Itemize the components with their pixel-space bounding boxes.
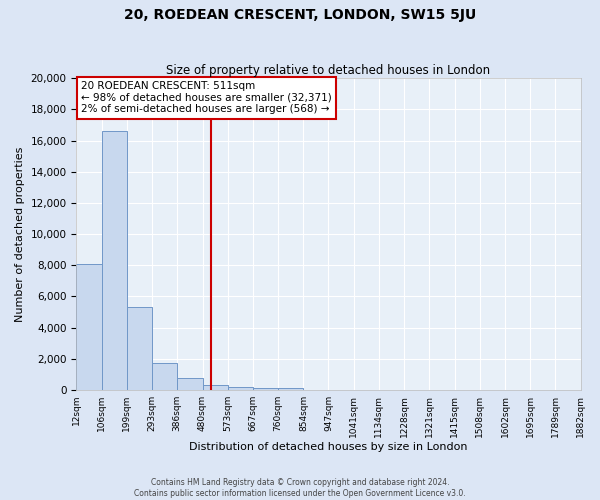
Text: 20, ROEDEAN CRESCENT, LONDON, SW15 5JU: 20, ROEDEAN CRESCENT, LONDON, SW15 5JU bbox=[124, 8, 476, 22]
Bar bbox=[203, 386, 227, 390]
Bar bbox=[127, 308, 152, 390]
Title: Size of property relative to detached houses in London: Size of property relative to detached ho… bbox=[166, 64, 491, 77]
Bar bbox=[152, 362, 177, 390]
Bar bbox=[76, 264, 102, 390]
Y-axis label: Number of detached properties: Number of detached properties bbox=[15, 146, 25, 322]
Bar bbox=[227, 387, 253, 390]
Text: 20 ROEDEAN CRESCENT: 511sqm
← 98% of detached houses are smaller (32,371)
2% of : 20 ROEDEAN CRESCENT: 511sqm ← 98% of det… bbox=[82, 82, 332, 114]
Bar bbox=[177, 378, 203, 390]
Bar bbox=[278, 388, 304, 390]
Text: Contains HM Land Registry data © Crown copyright and database right 2024.
Contai: Contains HM Land Registry data © Crown c… bbox=[134, 478, 466, 498]
Bar bbox=[253, 388, 278, 390]
Bar bbox=[102, 131, 127, 390]
X-axis label: Distribution of detached houses by size in London: Distribution of detached houses by size … bbox=[189, 442, 468, 452]
